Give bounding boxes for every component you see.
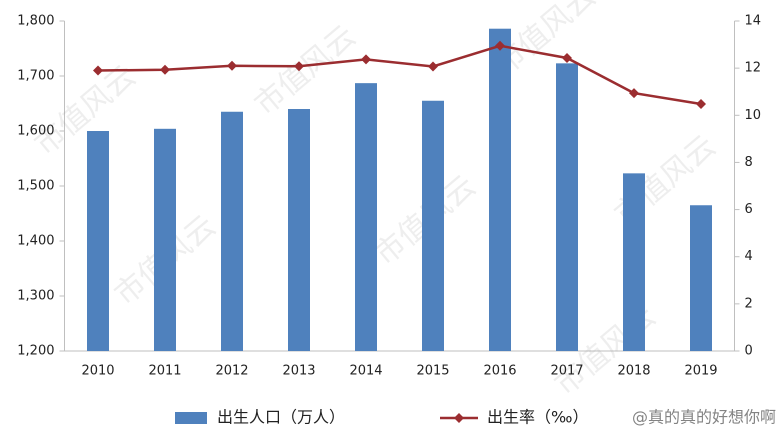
y-tick-label: 1,800 [17, 14, 54, 29]
x-tick-label: 2013 [282, 364, 315, 379]
x-tick-label: 2012 [215, 364, 248, 379]
bar [288, 109, 310, 351]
legend-swatch [175, 412, 207, 424]
marker [696, 98, 706, 109]
marker [428, 61, 438, 72]
bar [87, 131, 109, 351]
x-tick-label: 2011 [148, 364, 181, 379]
bar [690, 205, 712, 351]
legend-label: 出生率（‰） [487, 408, 588, 427]
legend-label: 出生人口（万人） [217, 408, 345, 427]
bar [154, 128, 176, 351]
marker [629, 88, 639, 99]
bar [556, 63, 578, 351]
marker [361, 54, 371, 65]
y2-tick-label: 14 [745, 14, 762, 29]
x-tick-label: 2019 [684, 364, 717, 379]
bar [355, 83, 377, 352]
x-tick-label: 2010 [81, 364, 114, 379]
user-watermark: @真的真的好想你啊 [632, 408, 776, 427]
x-tick-label: 2018 [617, 364, 650, 379]
y-tick-label: 1,600 [17, 124, 54, 139]
y2-tick-label: 12 [745, 61, 762, 76]
y2-tick-label: 6 [745, 202, 753, 217]
y2-tick-label: 8 [745, 155, 753, 170]
bar [221, 111, 243, 351]
marker [227, 60, 237, 71]
x-tick-label: 2015 [416, 364, 449, 379]
watermark: 市值风云 [248, 19, 362, 123]
marker [294, 61, 304, 72]
bar [623, 173, 645, 351]
y-tick-label: 1,300 [17, 289, 54, 304]
y-tick-label: 1,700 [17, 69, 54, 84]
y2-tick-label: 2 [745, 296, 753, 311]
y2-tick-label: 0 [745, 344, 753, 359]
y-tick-label: 1,500 [17, 179, 54, 194]
x-tick-label: 2016 [483, 364, 516, 379]
x-tick-label: 2014 [349, 364, 382, 379]
legend-marker [454, 413, 464, 423]
marker [562, 53, 572, 64]
marker [495, 40, 505, 51]
marker [160, 64, 170, 75]
marker [93, 65, 103, 76]
y2-tick-label: 4 [745, 249, 753, 264]
y-tick-label: 1,200 [17, 344, 54, 359]
y-tick-label: 1,400 [17, 234, 54, 249]
bar [489, 28, 511, 351]
bar [422, 100, 444, 351]
y2-tick-label: 10 [745, 108, 762, 123]
line [97, 44, 702, 106]
x-tick-label: 2017 [550, 364, 583, 379]
